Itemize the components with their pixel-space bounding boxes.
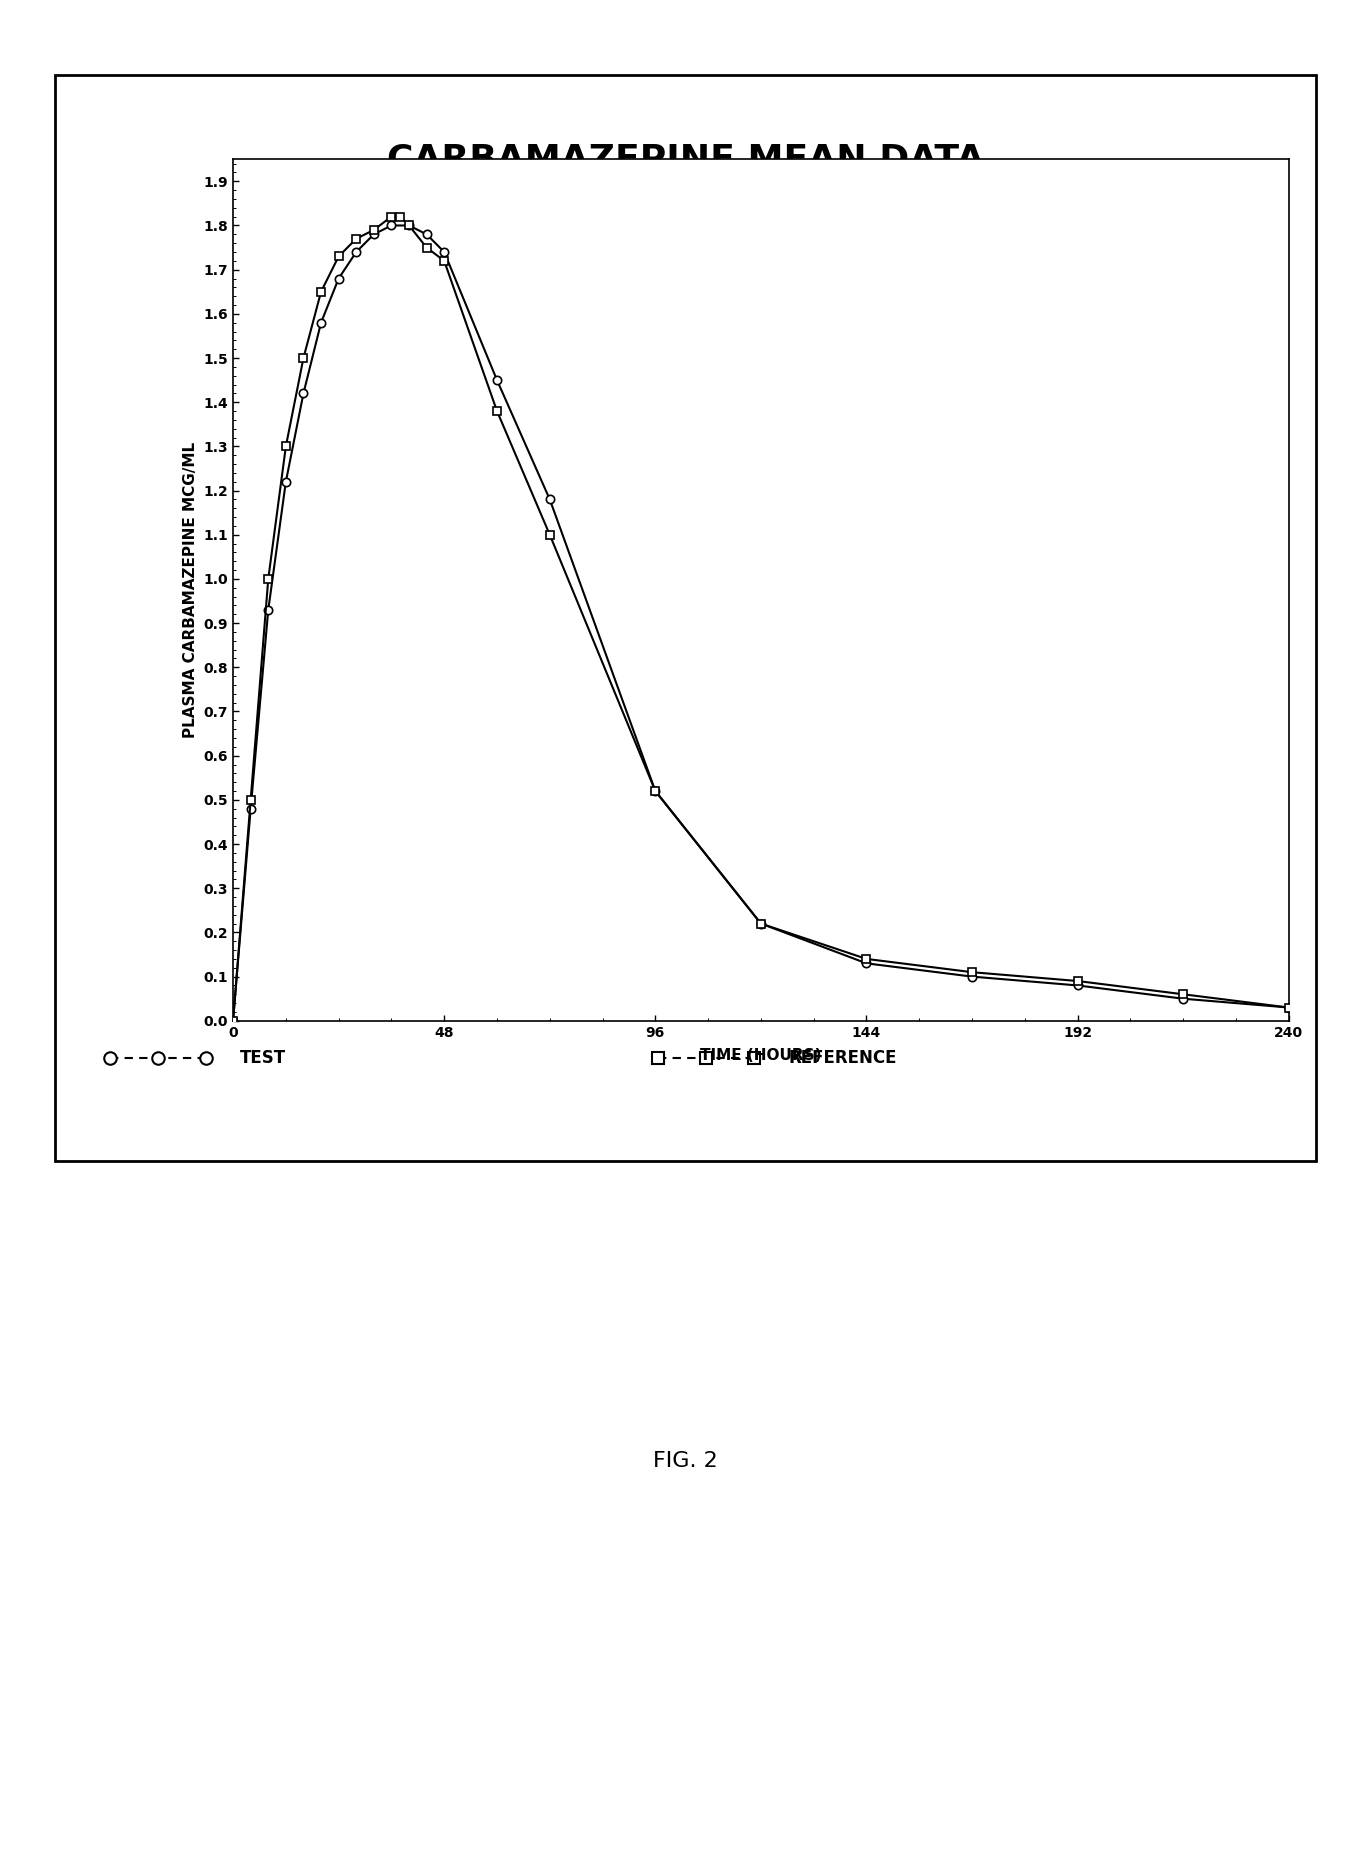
- Text: TEST: TEST: [240, 1049, 287, 1068]
- Text: CARBAMAZEPINE MEAN DATA: CARBAMAZEPINE MEAN DATA: [387, 142, 984, 176]
- Text: FIG. 2: FIG. 2: [653, 1452, 718, 1470]
- X-axis label: TIME (HOURS): TIME (HOURS): [701, 1049, 821, 1064]
- Bar: [55, 75, 1316, 1161]
- Text: REFERENCE: REFERENCE: [788, 1049, 897, 1068]
- Y-axis label: PLASMA CARBAMAZEPINE MCG/ML: PLASMA CARBAMAZEPINE MCG/ML: [182, 442, 197, 738]
